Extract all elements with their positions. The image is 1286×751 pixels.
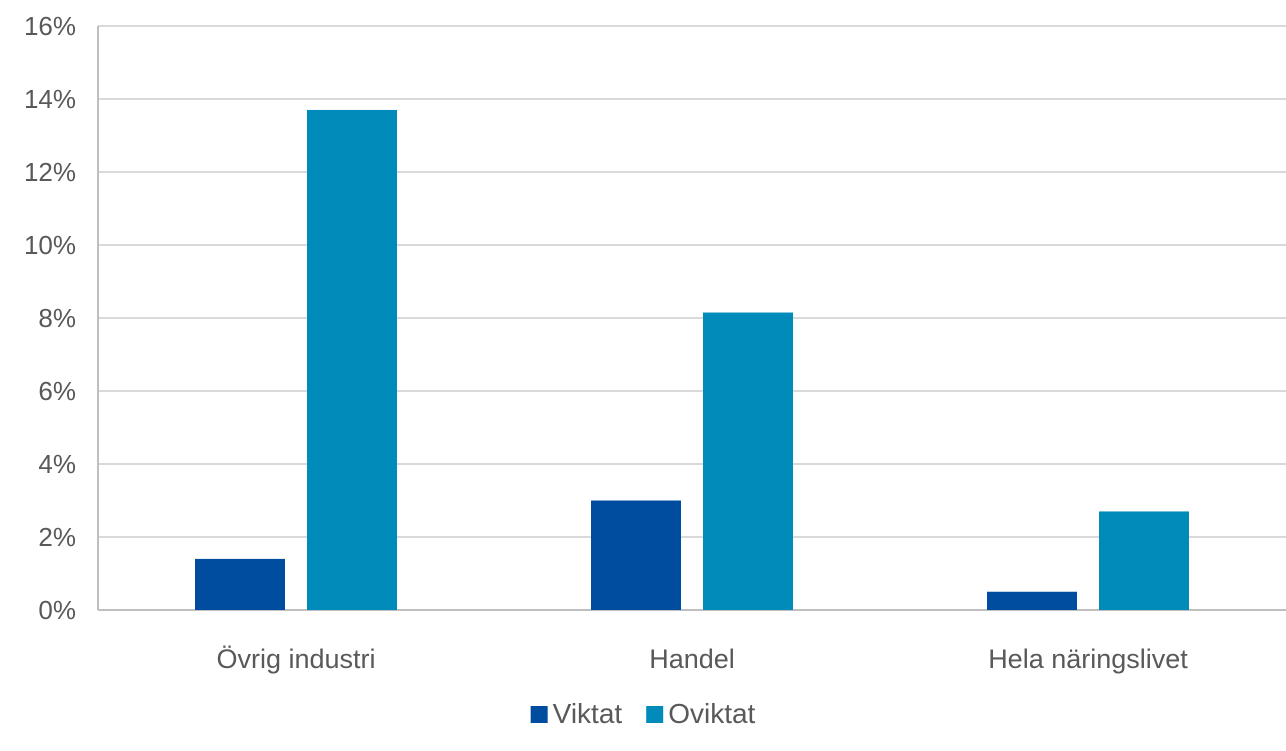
bars: [195, 109, 1189, 610]
y-tick-label: 14%: [24, 84, 76, 114]
x-tick-label: Handel: [649, 644, 735, 674]
y-tick-label: 10%: [24, 230, 76, 260]
y-tick-label: 2%: [38, 522, 76, 552]
bar-oviktat-0: [307, 109, 397, 610]
y-axis-ticks: 0% 2% 4% 6% 8% 10% 12% 14% 16%: [24, 11, 76, 625]
legend-swatch-oviktat: [646, 706, 664, 723]
y-tick-label: 4%: [38, 449, 76, 479]
y-tick-label: 0%: [38, 595, 76, 625]
y-tick-label: 16%: [24, 11, 76, 41]
bar-viktat-1: [591, 500, 681, 610]
bar-oviktat-2: [1099, 511, 1189, 610]
bar-viktat-0: [195, 558, 285, 610]
legend-label-oviktat: Oviktat: [668, 698, 755, 729]
gridlines: [97, 25, 1286, 611]
legend-swatch-viktat: [530, 706, 548, 723]
y-tick-label: 6%: [38, 376, 76, 406]
legend-label-viktat: Viktat: [553, 698, 623, 729]
legend: Viktat Oviktat: [530, 698, 756, 729]
bar-viktat-2: [987, 591, 1077, 610]
x-tick-label: Hela näringslivet: [988, 644, 1188, 674]
y-tick-label: 8%: [38, 303, 76, 333]
x-axis-ticks: Övrig industri Handel Hela näringslivet: [216, 644, 1188, 674]
x-tick-label: Övrig industri: [216, 644, 375, 674]
y-tick-label: 12%: [24, 157, 76, 187]
bar-oviktat-1: [703, 312, 793, 610]
